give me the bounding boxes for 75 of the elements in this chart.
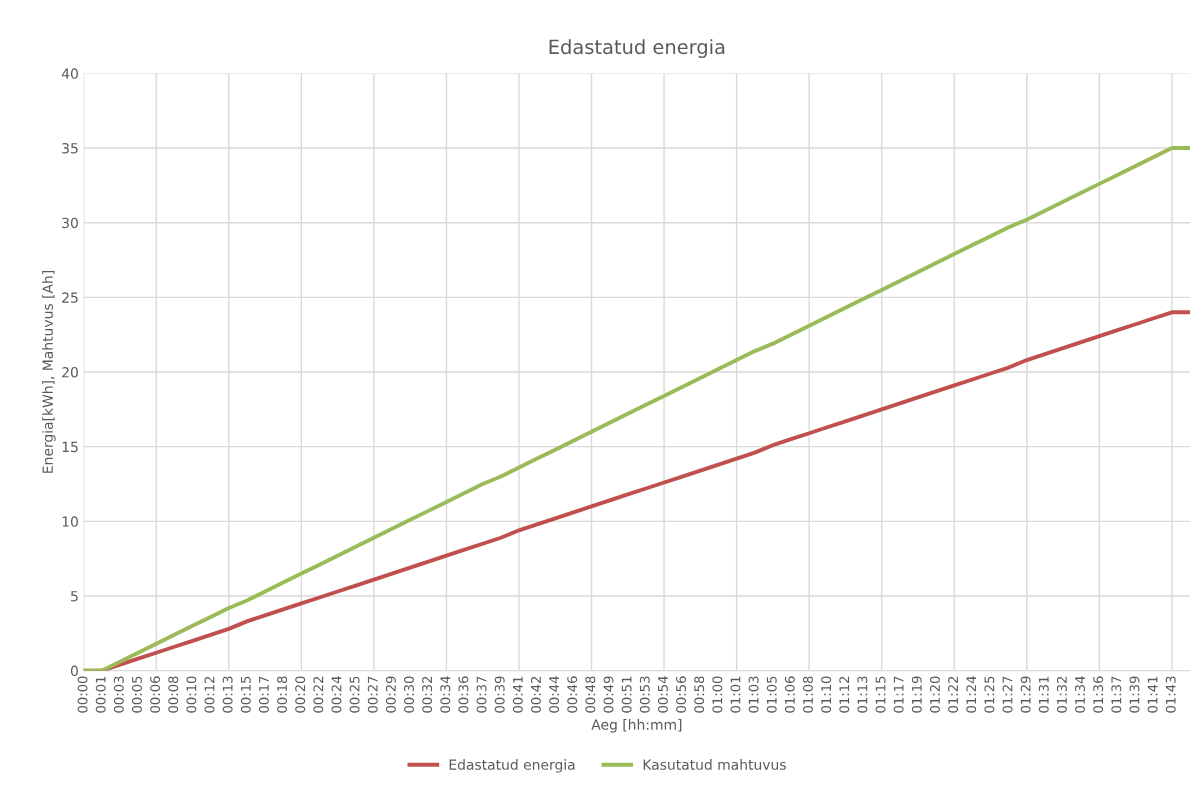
x-tick-label: 00:17 (258, 676, 269, 713)
x-tick-label: 00:34 (440, 676, 451, 713)
x-tick-label: 00:46 (567, 676, 578, 713)
x-tick-label: 00:27 (367, 676, 378, 713)
x-axis-title: Aeg [hh:mm] (591, 719, 682, 733)
x-tick-label: 00:18 (277, 676, 288, 713)
x-tick-label: 00:42 (530, 676, 541, 713)
x-tick-label: 01:43 (1165, 676, 1176, 713)
y-tick-label: 15 (62, 441, 78, 453)
x-tick-label: 00:58 (694, 676, 705, 713)
y-tick-label: 30 (62, 217, 78, 229)
x-tick-label: 01:20 (929, 676, 940, 713)
x-tick-label: 01:29 (1020, 676, 1031, 713)
x-tick-label: 00:53 (639, 676, 650, 713)
x-tick-label: 00:36 (458, 676, 469, 713)
x-tick-label: 00:12 (204, 676, 215, 713)
x-tick-label: 00:25 (349, 676, 360, 713)
legend-label: Kasutatud mahtuvus (643, 759, 786, 770)
x-tick-label: 00:44 (549, 676, 560, 713)
x-tick-label: 00:49 (603, 676, 614, 713)
x-tick-label: 01:19 (911, 676, 922, 713)
x-tick-label: 01:39 (1129, 676, 1140, 713)
x-tick-label: 01:13 (857, 676, 868, 713)
x-tick-label: 01:06 (784, 676, 795, 713)
y-tick-label: 0 (70, 665, 78, 677)
y-axis-title: Energia[kWh], Mahtuvus [Ah] (42, 271, 56, 473)
x-tick-label: 00:06 (150, 676, 161, 713)
x-tick-label: 00:32 (422, 676, 433, 713)
y-tick-label: 10 (62, 516, 78, 527)
x-tick-label: 00:54 (657, 676, 668, 713)
x-tick-label: 01:41 (1147, 676, 1158, 713)
x-tick-label: 00:48 (585, 676, 596, 713)
x-tick-label: 00:51 (621, 676, 632, 713)
x-tick-label: 01:24 (966, 676, 977, 713)
x-tick-label: 01:37 (1111, 676, 1122, 713)
x-tick-label: 00:01 (95, 676, 106, 713)
x-tick-label: 01:17 (893, 676, 904, 713)
x-tick-label: 01:03 (748, 676, 759, 713)
x-tick-label: 00:30 (404, 676, 414, 713)
x-tick-label: 00:41 (512, 676, 523, 713)
x-tick-label: 00:10 (186, 676, 197, 713)
x-tick-label: 00:20 (295, 676, 306, 713)
x-tick-label: 00:00 (77, 676, 88, 713)
x-tick-label: 01:27 (1002, 676, 1013, 713)
x-tick-label: 01:32 (1056, 676, 1067, 713)
y-tick-label: 25 (62, 292, 78, 303)
x-tick-label: 01:08 (803, 676, 813, 713)
x-tick-label: 01:22 (948, 676, 959, 713)
x-tick-label: 00:03 (113, 676, 124, 713)
x-tick-label: 01:31 (1038, 676, 1049, 713)
x-tick-label: 00:22 (313, 676, 324, 713)
y-tick-label: 35 (62, 143, 78, 154)
x-tick-label: 01:36 (1093, 676, 1104, 713)
x-tick-label: 00:24 (331, 676, 342, 713)
x-tick-label: 00:05 (131, 676, 142, 713)
x-tick-label: 00:29 (385, 676, 396, 713)
x-tick-label: 00:13 (222, 676, 233, 713)
chart-title: Edastatud energia (549, 39, 725, 58)
x-tick-label: 01:12 (839, 676, 850, 713)
legend-label: Edastatud energia (449, 759, 575, 773)
x-tick-label: 01:15 (875, 676, 886, 713)
y-tick-label: 40 (61, 68, 78, 79)
x-tick-label: 00:39 (494, 676, 505, 713)
x-tick-label: 00:15 (240, 676, 251, 713)
x-tick-label: 01:10 (821, 676, 832, 713)
x-tick-label: 01:25 (984, 676, 995, 713)
x-tick-label: 00:56 (676, 676, 687, 713)
x-tick-label: 01:01 (730, 676, 741, 713)
x-tick-label: 01:34 (1075, 676, 1086, 713)
y-tick-label: 5 (71, 591, 78, 602)
x-tick-label: 00:08 (168, 676, 179, 713)
x-tick-label: 01:00 (712, 676, 723, 713)
y-tick-label: 20 (62, 366, 78, 378)
x-tick-label: 01:05 (766, 676, 777, 713)
x-tick-label: 00:37 (476, 676, 487, 713)
